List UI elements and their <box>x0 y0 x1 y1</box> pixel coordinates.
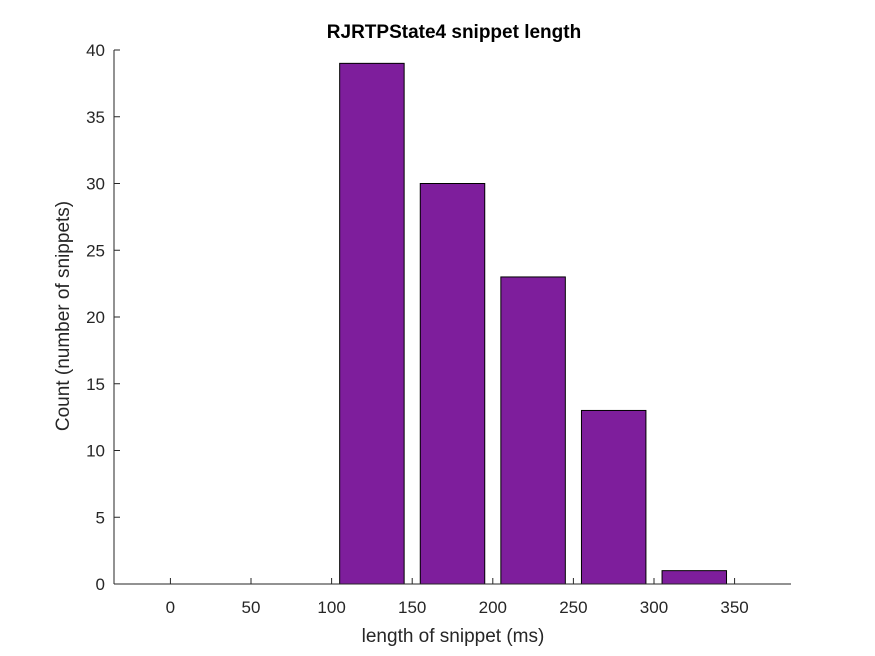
bar-1 <box>419 183 486 585</box>
plot-area: 0 50 100 150 200 250 300 350 0 5 10 15 20 25 30 35 40 <box>86 41 791 617</box>
x-tick-label: 100 <box>317 598 345 617</box>
x-tick-label: 250 <box>559 598 587 617</box>
bar-3 <box>580 409 647 585</box>
y-tick-label: 5 <box>96 508 105 527</box>
y-tick-label: 20 <box>86 308 105 327</box>
x-tick-label: 150 <box>398 598 426 617</box>
bar-0 <box>339 62 405 585</box>
y-tick-label: 25 <box>86 241 105 260</box>
y-tick-label: 10 <box>86 442 105 461</box>
y-axis-label: Count (number of snippets) <box>53 201 74 431</box>
y-tick-label: 15 <box>86 375 105 394</box>
chart-title: RJRTPState4 snippet length <box>327 22 581 43</box>
y-tick-label: 35 <box>86 108 105 127</box>
bar-2 <box>500 276 566 585</box>
y-tick-label: 40 <box>86 41 105 60</box>
x-tick-label: 50 <box>242 598 261 617</box>
y-tick-label: 0 <box>96 575 105 594</box>
y-tick-label: 30 <box>86 175 105 194</box>
x-tick-label: 0 <box>166 598 175 617</box>
x-tick-label: 350 <box>720 598 748 617</box>
x-tick-label: 200 <box>479 598 507 617</box>
x-tick-label: 300 <box>640 598 668 617</box>
x-axis-label: length of snippet (ms) <box>362 626 545 647</box>
bar-4 <box>661 570 728 585</box>
